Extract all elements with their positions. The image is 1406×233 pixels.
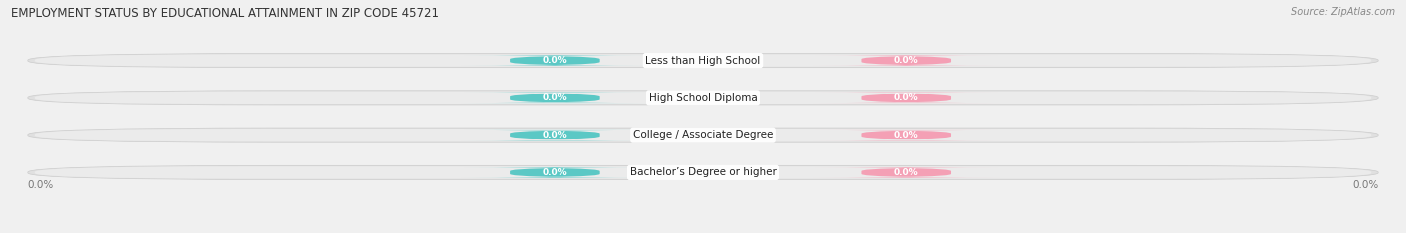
Text: 0.0%: 0.0% [894,131,918,140]
FancyBboxPatch shape [813,167,1000,178]
Text: 0.0%: 0.0% [28,180,53,190]
Text: 0.0%: 0.0% [543,168,567,177]
FancyBboxPatch shape [28,165,1378,179]
FancyBboxPatch shape [461,167,648,178]
Text: Source: ZipAtlas.com: Source: ZipAtlas.com [1291,7,1395,17]
Text: 0.0%: 0.0% [1353,180,1378,190]
Text: 0.0%: 0.0% [543,93,567,102]
FancyBboxPatch shape [35,166,1371,178]
FancyBboxPatch shape [461,93,648,103]
FancyBboxPatch shape [35,129,1371,141]
FancyBboxPatch shape [461,130,648,140]
Text: High School Diploma: High School Diploma [648,93,758,103]
Text: College / Associate Degree: College / Associate Degree [633,130,773,140]
Text: Less than High School: Less than High School [645,56,761,65]
Text: 0.0%: 0.0% [894,168,918,177]
FancyBboxPatch shape [813,55,1000,66]
Text: 0.0%: 0.0% [543,56,567,65]
FancyBboxPatch shape [28,54,1378,68]
FancyBboxPatch shape [813,93,1000,103]
Text: 0.0%: 0.0% [543,131,567,140]
FancyBboxPatch shape [35,92,1371,104]
Text: EMPLOYMENT STATUS BY EDUCATIONAL ATTAINMENT IN ZIP CODE 45721: EMPLOYMENT STATUS BY EDUCATIONAL ATTAINM… [11,7,439,20]
Text: 0.0%: 0.0% [894,56,918,65]
FancyBboxPatch shape [28,128,1378,142]
FancyBboxPatch shape [28,91,1378,105]
FancyBboxPatch shape [35,55,1371,67]
Text: 0.0%: 0.0% [894,93,918,102]
FancyBboxPatch shape [461,55,648,66]
Text: Bachelor’s Degree or higher: Bachelor’s Degree or higher [630,168,776,177]
FancyBboxPatch shape [813,130,1000,140]
